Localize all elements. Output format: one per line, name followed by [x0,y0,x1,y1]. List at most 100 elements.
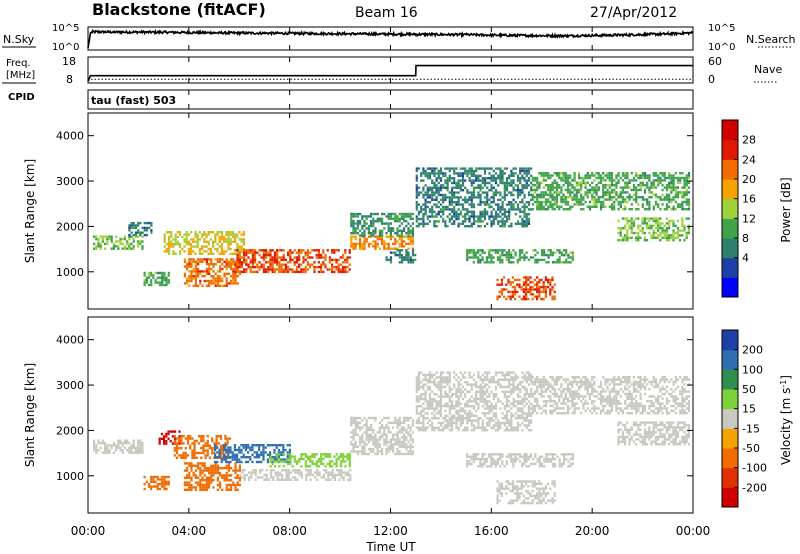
heatmap-cell [497,381,500,384]
heatmap-cell [566,188,570,192]
heatmap-cell [446,189,449,192]
heatmap-cell [269,258,272,262]
heatmap-cell [196,243,199,246]
heatmap-cell [273,448,276,452]
heatmap-cell [527,191,531,194]
heatmap-cell [665,205,669,208]
heatmap-cell [115,444,118,447]
heatmap-cell [453,405,456,408]
heatmap-cell [508,419,511,422]
heatmap-cell [621,196,625,199]
heatmap-cell [641,198,644,201]
heatmap-cell [650,224,653,227]
heatmap-cell [403,256,406,259]
heatmap-cell [479,179,482,182]
heatmap-cell [210,469,213,472]
heatmap-cell [415,421,418,425]
heatmap-cell [278,471,281,474]
heatmap-cell [304,460,307,463]
heatmap-cell [106,240,109,243]
heatmap-cell [501,169,504,173]
heatmap-cell [331,465,334,468]
heatmap-cell [523,225,526,228]
heatmap-cell [104,446,107,450]
heatmap-cell [230,486,233,489]
heatmap-cell [392,247,395,250]
heatmap-cell [278,460,281,463]
heatmap-cell [431,193,434,197]
heatmap-cell [490,220,493,223]
heatmap-cell [387,215,390,218]
heatmap-cell [470,179,473,182]
heatmap-cell [442,186,445,189]
heatmap-cell [483,397,487,401]
heatmap-cell [573,196,576,199]
heatmap-cell [238,467,241,470]
y-tick-label: 1000 [56,266,84,279]
heatmap-cell [683,229,686,232]
heatmap-cell [225,479,228,482]
heatmap-cell [676,203,680,206]
heatmap-cell [407,253,410,257]
heatmap-cell [663,172,666,175]
heatmap-cell [606,191,609,194]
heatmap-cell [154,281,157,284]
heatmap-cell [101,439,104,442]
heatmap-cell [630,217,633,220]
heatmap-cell [510,378,513,381]
heatmap-cell [143,226,146,230]
heatmap-cell [641,222,644,225]
heatmap-cell [324,253,327,257]
heatmap-cell [405,436,408,439]
heatmap-cell [426,373,429,377]
heatmap-cell [276,473,279,477]
heatmap-cell [405,428,408,432]
heatmap-cell [241,469,244,472]
heatmap-cell [468,409,471,413]
heatmap-cell [420,205,423,209]
heatmap-cell [503,181,506,185]
heatmap-cell [415,383,418,386]
heatmap-cell [289,462,292,466]
heatmap-cell [464,198,467,201]
nsearch-label: N.Search [746,33,796,46]
heatmap-cell [674,176,677,180]
heatmap-cell [426,196,429,199]
heatmap-cell [251,261,254,264]
heatmap-cell [641,229,644,232]
heatmap-cell [571,179,574,182]
heatmap-cell [470,172,473,175]
heatmap-cell [566,181,570,184]
heatmap-cell [320,453,323,456]
heatmap-cell [253,444,256,447]
heatmap-cell [282,465,285,468]
heatmap-cell [490,186,493,189]
heatmap-cell [481,388,484,391]
heatmap-cell [180,439,183,443]
heatmap-cell [508,381,511,384]
heatmap-cell [420,421,423,425]
heatmap-cell [490,409,493,413]
heatmap-cell [154,279,157,282]
heatmap-cell [374,419,377,422]
heatmap-cell [396,452,399,456]
heatmap-cell [643,208,647,211]
heatmap-cell [499,167,502,170]
heatmap-cell [117,240,120,243]
heatmap-cell [383,426,386,429]
heatmap-cell [439,395,443,398]
heatmap-cell [510,383,513,386]
heatmap-cell [354,245,357,248]
heatmap-cell [220,247,223,251]
heatmap-cell [227,446,230,449]
heatmap-cell [181,247,184,251]
heatmap-cell [209,238,212,241]
heatmap-cell [367,229,370,232]
heatmap-cell [593,174,596,177]
heatmap-cell [201,284,204,287]
heatmap-cell [657,224,660,227]
heatmap-cell [265,478,268,481]
heatmap-cell [494,412,498,415]
heatmap-cell [551,288,554,291]
heatmap-cell [442,196,445,199]
